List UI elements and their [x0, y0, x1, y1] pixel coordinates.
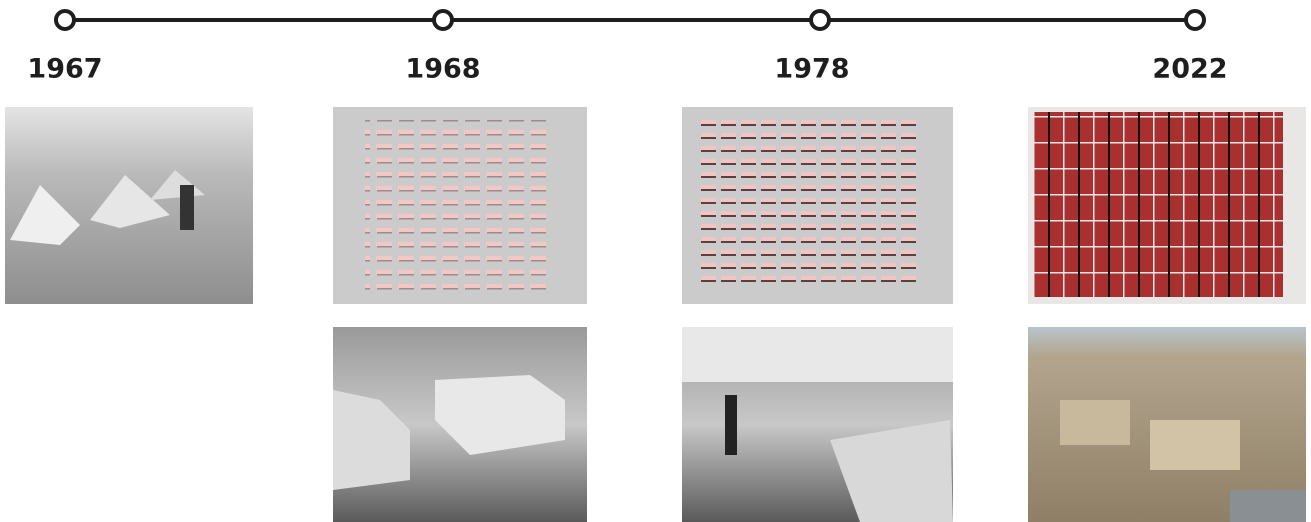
timeline: 1967 1968 1978 2022	[0, 0, 1311, 522]
plan-1978	[682, 107, 953, 304]
photo-1968	[333, 327, 587, 522]
year-label: 1968	[405, 54, 480, 85]
plan-2022	[1028, 107, 1306, 304]
timeline-node	[1186, 11, 1204, 29]
photo-tents	[5, 107, 253, 304]
plan-1968	[333, 107, 587, 304]
year-label: 2022	[1152, 54, 1227, 85]
timeline-node	[811, 11, 829, 29]
page: {"timeline": {"years": ["1967", "1968", …	[0, 0, 1311, 522]
timeline-node	[56, 11, 74, 29]
photo-1978	[682, 327, 953, 522]
year-label: 1967	[27, 54, 102, 85]
year-label: 1978	[774, 54, 849, 85]
photo-2022	[1028, 327, 1306, 522]
timeline-node	[434, 11, 452, 29]
